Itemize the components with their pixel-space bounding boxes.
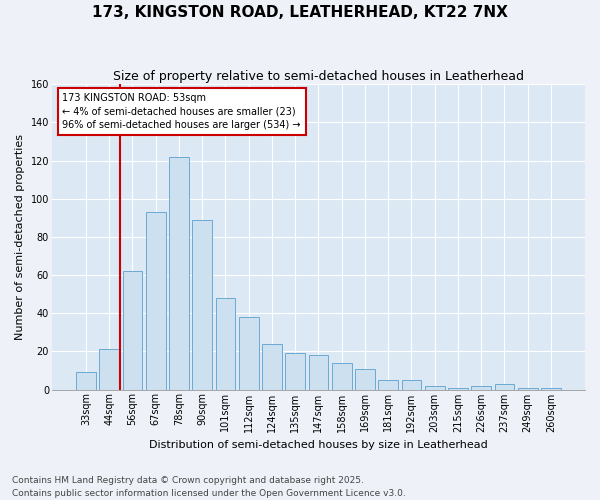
Bar — [76, 372, 96, 390]
Title: Size of property relative to semi-detached houses in Leatherhead: Size of property relative to semi-detach… — [113, 70, 524, 83]
Text: Contains HM Land Registry data © Crown copyright and database right 2025.
Contai: Contains HM Land Registry data © Crown c… — [12, 476, 406, 498]
Bar — [239, 317, 259, 390]
Bar — [215, 298, 235, 390]
Bar — [169, 156, 189, 390]
Bar — [378, 380, 398, 390]
Bar — [122, 271, 142, 390]
Bar — [355, 368, 375, 390]
Bar — [193, 220, 212, 390]
Bar — [401, 380, 421, 390]
Bar — [541, 388, 561, 390]
Bar — [518, 388, 538, 390]
Bar — [100, 350, 119, 390]
Bar — [425, 386, 445, 390]
Bar — [494, 384, 514, 390]
Bar — [262, 344, 282, 390]
Text: 173, KINGSTON ROAD, LEATHERHEAD, KT22 7NX: 173, KINGSTON ROAD, LEATHERHEAD, KT22 7N… — [92, 5, 508, 20]
Bar — [285, 354, 305, 390]
Bar — [308, 355, 328, 390]
Text: 173 KINGSTON ROAD: 53sqm
← 4% of semi-detached houses are smaller (23)
96% of se: 173 KINGSTON ROAD: 53sqm ← 4% of semi-de… — [62, 94, 301, 130]
X-axis label: Distribution of semi-detached houses by size in Leatherhead: Distribution of semi-detached houses by … — [149, 440, 488, 450]
Bar — [332, 363, 352, 390]
Bar — [448, 388, 468, 390]
Y-axis label: Number of semi-detached properties: Number of semi-detached properties — [15, 134, 25, 340]
Bar — [471, 386, 491, 390]
Bar — [146, 212, 166, 390]
